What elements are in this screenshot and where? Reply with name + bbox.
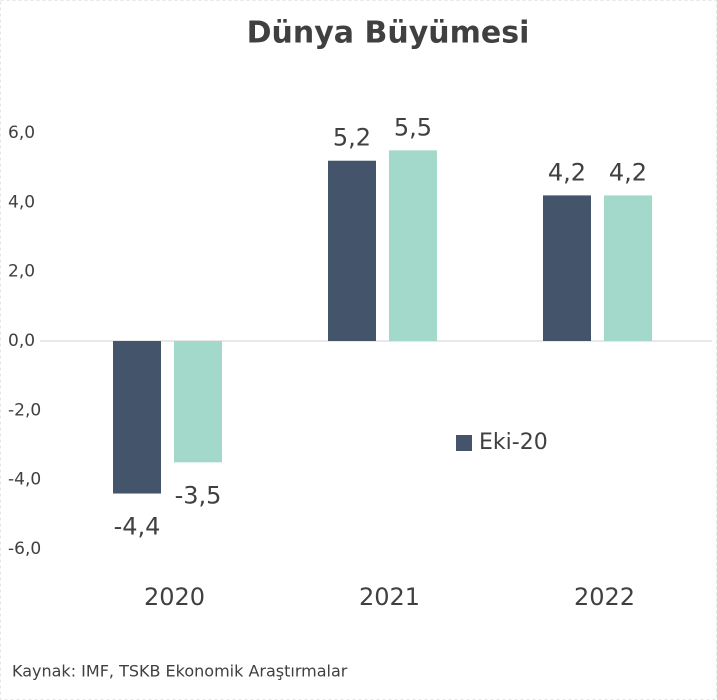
value-label: -3,5 [175, 481, 222, 509]
bar [604, 195, 652, 341]
y-tick-label: 4,0 [8, 192, 35, 212]
bar [174, 341, 222, 463]
y-tick-label: 0,0 [8, 331, 35, 351]
y-tick-label: 2,0 [8, 262, 35, 282]
y-tick-label: -6,0 [8, 539, 41, 559]
bar [389, 150, 437, 341]
bar [543, 195, 591, 341]
x-tick-label: 2020 [144, 583, 205, 611]
legend-label: Eki-20 [479, 430, 548, 455]
chart-title: Dünya Büyümesi [247, 16, 530, 51]
y-tick-label: -2,0 [8, 400, 41, 420]
value-label: 4,2 [609, 158, 647, 186]
x-tick-label: 2022 [574, 583, 635, 611]
bar [328, 160, 376, 341]
y-tick-label: -4,0 [8, 470, 41, 490]
bar [113, 341, 161, 494]
value-label: 4,2 [548, 158, 586, 186]
y-tick-label: 6,0 [8, 123, 35, 143]
source: Kaynak: IMF, TSKB Ekonomik Araştırmalar [12, 662, 348, 681]
value-label: -4,4 [114, 513, 161, 541]
value-label: 5,5 [394, 113, 432, 141]
x-tick-label: 2021 [359, 583, 420, 611]
legend-swatch [456, 435, 472, 451]
value-label: 5,2 [333, 124, 371, 152]
